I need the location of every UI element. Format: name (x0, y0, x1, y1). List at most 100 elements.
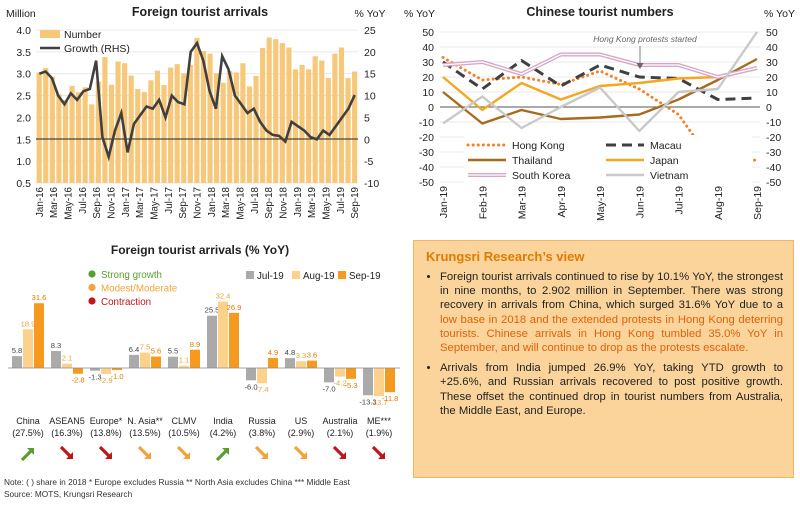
bar-value-label: 7.5 (140, 343, 151, 352)
region-share: (27.5%) (12, 428, 44, 438)
bar-value-label: -13.7 (370, 398, 387, 407)
chart2-x-tick: May-19 (595, 186, 607, 221)
bar-value-label: 31.6 (32, 293, 47, 302)
number-bar (122, 63, 128, 184)
number-bar (312, 56, 318, 183)
legend-label: Vietnam (650, 170, 689, 182)
chart1-left-tick: 0.5 (16, 178, 31, 190)
legend-number-swatch (40, 30, 60, 38)
chart1-left-tick: 4.0 (16, 25, 31, 37)
contraction-arrow-icon (59, 445, 72, 458)
number-bar (181, 73, 187, 183)
number-bar (76, 92, 82, 183)
signal-dot (88, 270, 96, 278)
chart2-x-tick: Jul-19 (674, 186, 686, 215)
bar-value-label: -7.4 (255, 385, 268, 394)
bar-value-label: -1.0 (110, 372, 123, 381)
chart2-right-tick: -40 (766, 162, 781, 174)
chart2-left-tick: 40 (422, 42, 434, 54)
series-line-vietnam (442, 31, 758, 133)
chart2-x-tick: Mar-19 (517, 186, 529, 219)
region-name: US (295, 416, 308, 426)
series-line-south-korea-inner (442, 53, 758, 78)
arrowhead-icon (183, 452, 190, 459)
growth-bar (23, 329, 33, 368)
bar-value-label: 26.9 (227, 303, 242, 312)
region-share: (2.1%) (327, 428, 354, 438)
chart2-x-tick: Apr-19 (556, 186, 568, 218)
chart1-x-tick: Jan-18 (207, 186, 218, 217)
chart2-x-tick: Feb-19 (477, 186, 489, 219)
legend-label: Macau (650, 140, 682, 152)
chart1-x-tick: Nov-18 (279, 186, 290, 218)
research-view-bullet-2: Arrivals from India jumped 26.9% YoY, ta… (440, 361, 783, 418)
region-name: Europe* (90, 416, 123, 426)
protest-annotation-arrowhead (636, 63, 644, 69)
research-view-title: Krungsri Research’s view (426, 249, 585, 264)
source-line: Source: MOTS, Krungsri Research (4, 489, 133, 499)
legend-label: Hong Kong (512, 140, 565, 152)
region-share: (1.9%) (366, 428, 393, 438)
number-bar (62, 99, 69, 183)
chart2-right-tick: 30 (766, 57, 778, 69)
legend-growth-label: Growth (RHS) (64, 43, 130, 55)
strong-arrow-icon (20, 449, 33, 462)
number-bar (306, 69, 312, 183)
chart1-x-tick: Sep-18 (264, 186, 275, 218)
chart1-right-tick: 15 (364, 69, 376, 81)
chart2-left-tick: -30 (419, 147, 434, 159)
chart1-x-tick: Nov-16 (106, 186, 117, 218)
chart2-right-tick: 20 (766, 72, 778, 84)
region-name: N. Asia** (127, 416, 163, 426)
bar-value-label: -4.2 (333, 379, 346, 388)
series-swatch (338, 271, 346, 279)
chart1-x-tick: May-16 (63, 186, 74, 219)
bar-value-label: 18.9 (21, 319, 36, 328)
growth-bar (51, 350, 61, 368)
signal-legend: Strong growth Modest/Moderate Contraction (88, 270, 178, 308)
chart1-x-tick: May-18 (236, 186, 247, 219)
chart2-right-tick: 50 (766, 27, 778, 39)
number-bar (200, 50, 207, 184)
growth-bar (101, 368, 111, 374)
number-bar (253, 75, 259, 183)
protest-annotation: Hong Kong protests started (593, 34, 697, 69)
bar-value-label: 4.9 (268, 348, 279, 357)
number-bar (286, 47, 292, 183)
number-bar (260, 47, 266, 184)
region-name: CLMV (171, 416, 196, 426)
chart1-x-tick: Jan-17 (121, 187, 132, 217)
arrowhead-icon (105, 452, 112, 459)
chart1-x-tick: Mar-18 (221, 186, 232, 218)
series-swatch (292, 271, 300, 279)
number-bar (82, 87, 88, 183)
signal-label: Strong growth (101, 270, 162, 281)
number-bar (36, 72, 42, 183)
number-bar (240, 63, 246, 184)
arrowhead-icon (300, 452, 307, 459)
legend-number-label: Number (64, 29, 102, 41)
modest-arrow-icon (293, 445, 306, 458)
growth-bar (151, 356, 161, 368)
series-label: Jul-19 (257, 271, 284, 282)
region-name: ASEAN5 (49, 416, 85, 426)
chart2-right-tick: 10 (766, 87, 778, 99)
chart1-left-tick: 2.5 (16, 91, 31, 103)
number-bar (233, 72, 239, 183)
bar-value-label: 5.8 (12, 346, 23, 355)
research-view-bullet-1: Foreign tourist arrivals continued to ri… (440, 270, 783, 355)
chart2-left-tick: -10 (419, 117, 434, 129)
chart1-legend: Number Growth (RHS) (40, 29, 130, 55)
growth-bar (12, 356, 22, 368)
chart2-left-tick: 20 (422, 72, 434, 84)
bar-value-label: 25.5 (205, 306, 220, 315)
growth-bar (90, 368, 100, 371)
number-bar (128, 75, 134, 183)
bar-value-label: 1.1 (179, 356, 190, 365)
growth-bar (385, 368, 395, 393)
growth-bar (363, 368, 373, 396)
growth-bar (168, 356, 178, 368)
chart2-x-tick: Sep-19 (752, 186, 764, 220)
number-bar (108, 84, 115, 183)
number-bar (161, 85, 167, 183)
